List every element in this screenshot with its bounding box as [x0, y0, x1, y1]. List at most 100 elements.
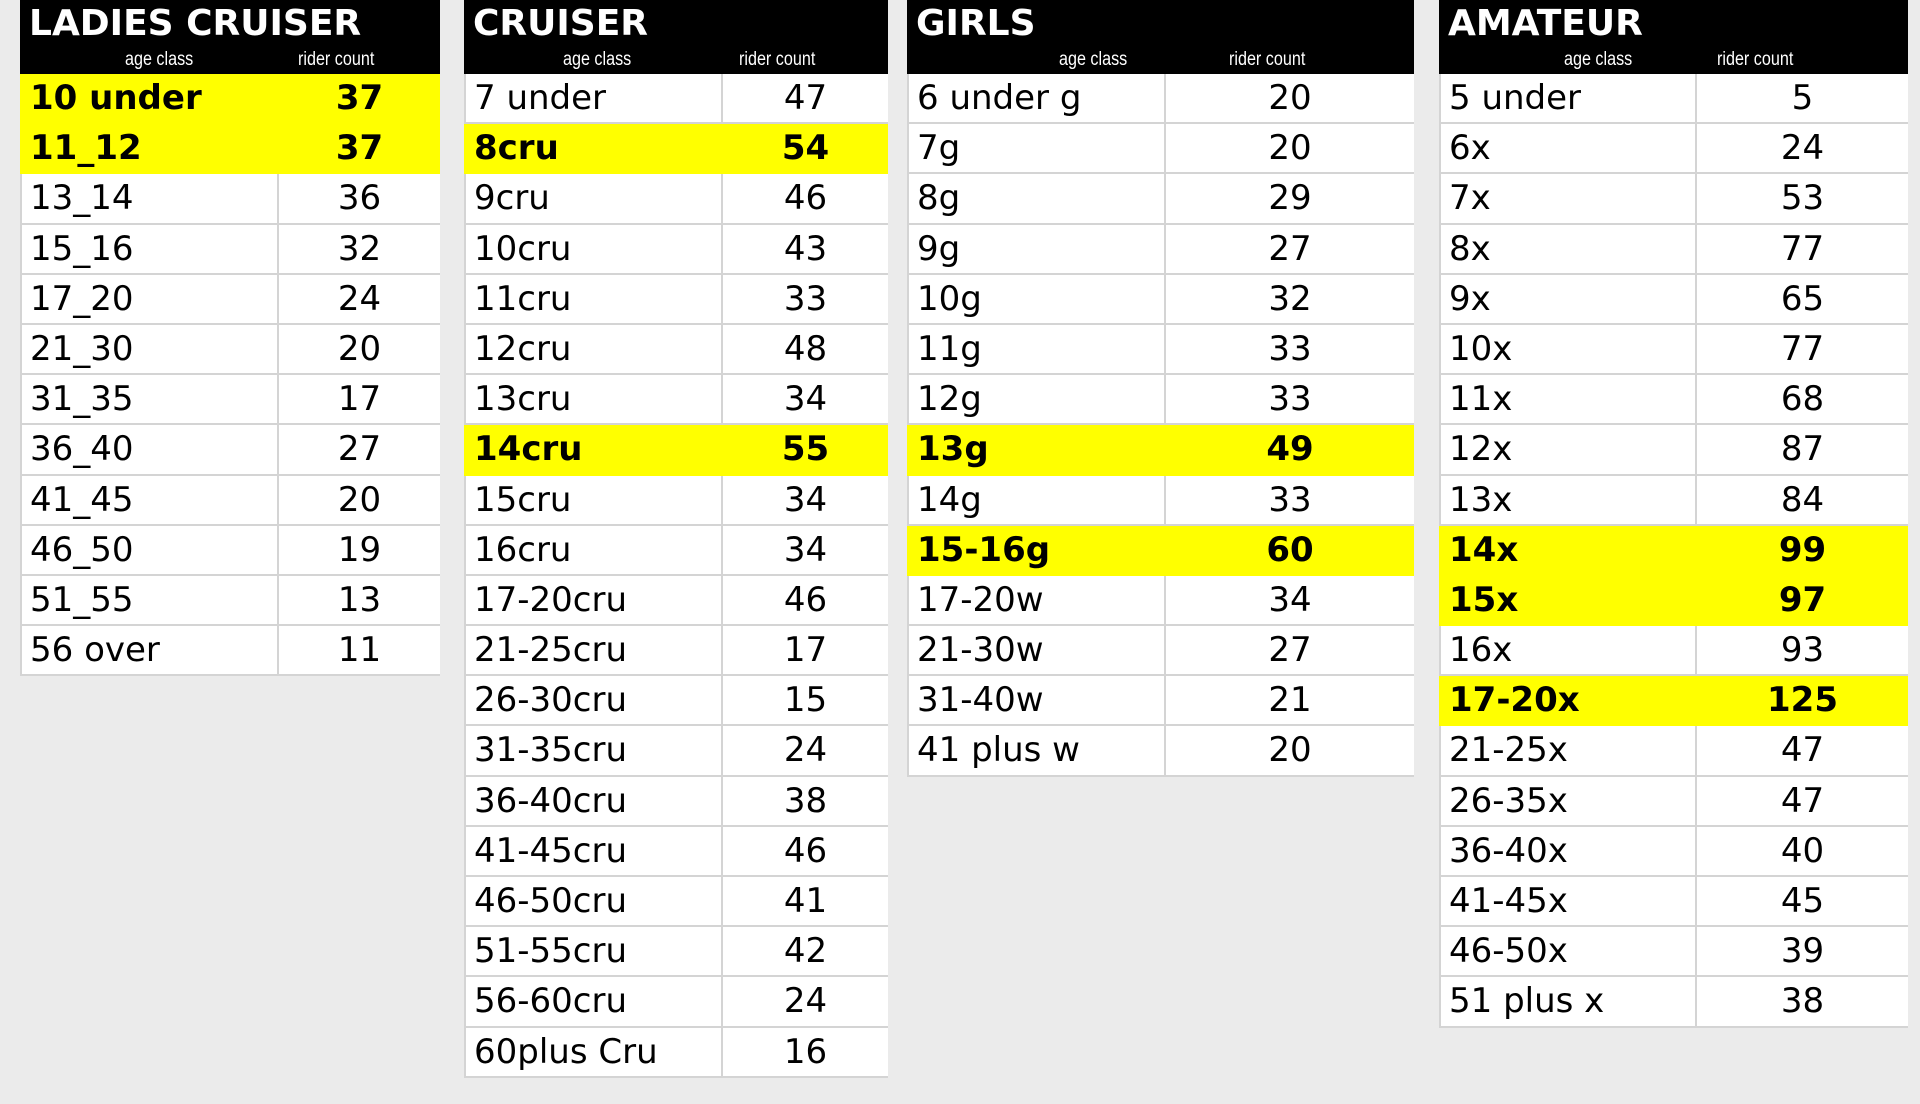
age-class-cell: 8g — [909, 174, 1166, 223]
rider-count-cell: 60 — [1266, 529, 1314, 570]
table-row: 36-40cru 38 — [464, 776, 888, 827]
rider-count-cell: 43 — [783, 228, 828, 269]
rider-count-cell: 40 — [1780, 830, 1825, 871]
rider-count-cell: 16 — [783, 1031, 828, 1072]
table-row: 41-45x 45 — [1439, 877, 1908, 928]
rider-count-cell: 24 — [337, 278, 382, 319]
rider-count-column-header: rider count — [739, 49, 816, 70]
age-class-cell: 10cru — [466, 224, 723, 273]
age-class-cell: 11_12 — [22, 124, 279, 173]
table-row-highlighted: 14cru 55 — [464, 425, 888, 476]
table-row-highlighted: 15-16g 60 — [907, 525, 1414, 576]
rider-count-cell: 20 — [337, 479, 382, 520]
rider-count-cell: 27 — [1268, 630, 1312, 671]
age-class-cell: 17-20x — [1441, 676, 1697, 725]
age-class-cell: 41-45cru — [466, 826, 723, 875]
table-header: AMATEUR age class rider count — [1439, 0, 1908, 74]
rider-count-cell: 93 — [1780, 630, 1825, 671]
rider-count-cell: 42 — [783, 931, 828, 972]
rider-count-cell: 46 — [783, 178, 828, 219]
table-row: 17_20 24 — [20, 274, 440, 325]
table-row: 8x 77 — [1439, 224, 1908, 275]
age-class-cell: 9g — [909, 224, 1166, 273]
age-class-cell: 13cru — [466, 375, 723, 424]
age-class-cell: 15-16g — [909, 525, 1166, 574]
table-row: 11cru 33 — [464, 274, 888, 325]
rider-count-cell: 49 — [1266, 429, 1314, 470]
rider-count-cell: 24 — [783, 981, 828, 1022]
rider-count-cell: 29 — [1268, 178, 1312, 219]
age-class-cell: 60plus Cru — [466, 1027, 723, 1076]
table-row: 6x 24 — [1439, 124, 1908, 175]
age-class-cell: 9x — [1441, 274, 1697, 323]
age-class-cell: 15x — [1441, 575, 1697, 625]
rider-count-cell: 41 — [783, 881, 828, 921]
table-row: 16x 93 — [1439, 626, 1908, 677]
age-class-cell: 10 under — [22, 74, 279, 123]
table-row: 11x 68 — [1439, 375, 1908, 426]
age-class-cell: 41_45 — [22, 475, 279, 524]
rider-count-cell: 45 — [1780, 881, 1825, 921]
rider-count-cell: 87 — [1780, 429, 1825, 470]
age-class-cell: 12g — [909, 375, 1166, 424]
table-row: 14g 33 — [907, 475, 1414, 526]
age-class-cell: 17-20cru — [466, 575, 723, 625]
table-title: CRUISER — [473, 3, 649, 44]
table-row: 13x 84 — [1439, 475, 1908, 526]
age-class-cell: 14g — [909, 475, 1166, 524]
age-class-cell: 51 plus x — [1441, 977, 1697, 1026]
age-class-column-header: age class — [1059, 49, 1128, 70]
table-row: 15cru 34 — [464, 475, 888, 526]
table-row-highlighted: 8cru 54 — [464, 124, 888, 175]
table-row: 31-40w 21 — [907, 676, 1414, 727]
table-row: 16cru 34 — [464, 525, 888, 576]
age-class-cell: 9cru — [466, 174, 723, 223]
age-class-cell: 10x — [1441, 324, 1697, 374]
table-ladies-cruiser: LADIES CRUISER age class rider count 10 u… — [20, 0, 440, 677]
rider-count-cell: 65 — [1780, 278, 1825, 319]
table-title: AMATEUR — [1448, 3, 1643, 44]
table-row: 9x 65 — [1439, 274, 1908, 325]
age-class-cell: 13_14 — [22, 174, 279, 223]
table-row: 13_14 36 — [20, 174, 440, 225]
table-row: 12x 87 — [1439, 425, 1908, 476]
table-row: 31-35cru 24 — [464, 726, 888, 777]
rider-count-cell: 24 — [1780, 128, 1825, 169]
rider-count-cell: 27 — [337, 429, 382, 470]
table-row: 12g 33 — [907, 375, 1414, 426]
age-class-cell: 7 under — [466, 74, 723, 123]
age-class-cell: 12x — [1441, 425, 1697, 474]
age-class-cell: 17-20w — [909, 575, 1166, 625]
rider-count-cell: 47 — [1780, 730, 1825, 771]
rider-count-cell: 47 — [783, 78, 828, 118]
age-class-cell: 21-25cru — [466, 626, 723, 675]
table-row: 17-20cru 46 — [464, 575, 888, 627]
table-row: 51-55cru 42 — [464, 927, 888, 978]
table-row: 6 under g 20 — [907, 74, 1414, 125]
rider-count-cell: 97 — [1778, 579, 1827, 620]
age-class-cell: 31-35cru — [466, 726, 723, 775]
rider-count-cell: 34 — [1268, 579, 1312, 620]
rider-count-cell: 17 — [337, 379, 382, 420]
rider-count-cell: 37 — [335, 128, 384, 169]
rider-count-cell: 20 — [337, 328, 382, 369]
rider-count-cell: 21 — [1268, 680, 1312, 721]
age-class-cell: 21-30w — [909, 626, 1166, 675]
rider-count-cell: 34 — [783, 379, 828, 420]
age-class-cell: 16cru — [466, 525, 723, 574]
table-row: 31_35 17 — [20, 375, 440, 426]
table-header: CRUISER age class rider count — [464, 0, 888, 74]
table-row: 60plus Cru 16 — [464, 1027, 888, 1078]
age-class-cell: 21-25x — [1441, 726, 1697, 775]
table-row: 17-20w 34 — [907, 575, 1414, 627]
age-class-column-header: age class — [1564, 49, 1633, 70]
rider-count-cell: 13 — [337, 579, 382, 620]
table-row: 13cru 34 — [464, 375, 888, 426]
table-row: 21-25cru 17 — [464, 626, 888, 677]
table-row: 12cru 48 — [464, 324, 888, 376]
age-class-cell: 36_40 — [22, 425, 279, 474]
age-class-column-header: age class — [125, 49, 194, 70]
age-class-cell: 51-55cru — [466, 927, 723, 976]
rider-count-cell: 77 — [1780, 328, 1825, 369]
table-row: 41_45 20 — [20, 475, 440, 526]
